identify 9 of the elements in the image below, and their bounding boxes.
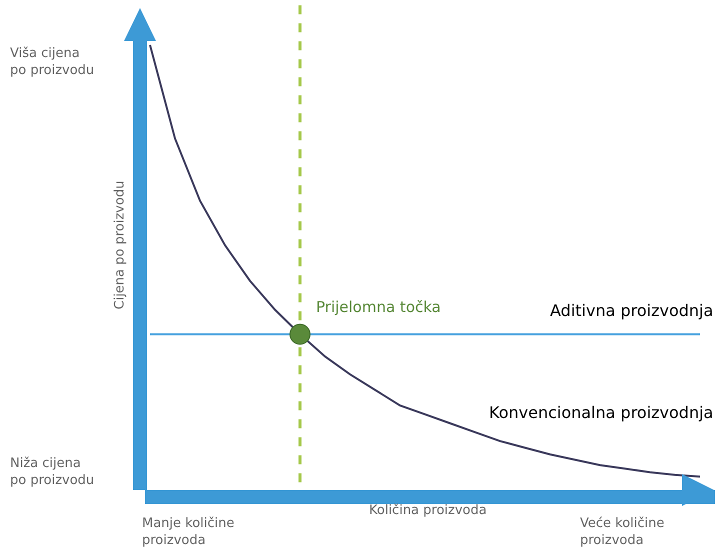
annotation: Prijelomna točka [316,298,441,316]
series-label: Konvencionalna proizvodnja [489,403,714,422]
series-label: Aditivna proizvodnja [550,301,714,320]
x-axis-title: Količina proizvoda [369,503,487,518]
text: Manje količine proizvoda [142,516,234,548]
y-axis-title: Cijena po proizvodu [112,180,128,310]
text: Veće količine proizvoda [580,516,664,548]
text: Niža cijena po proizvodu [10,456,94,488]
text: Viša cijena po proizvodu [10,46,94,78]
